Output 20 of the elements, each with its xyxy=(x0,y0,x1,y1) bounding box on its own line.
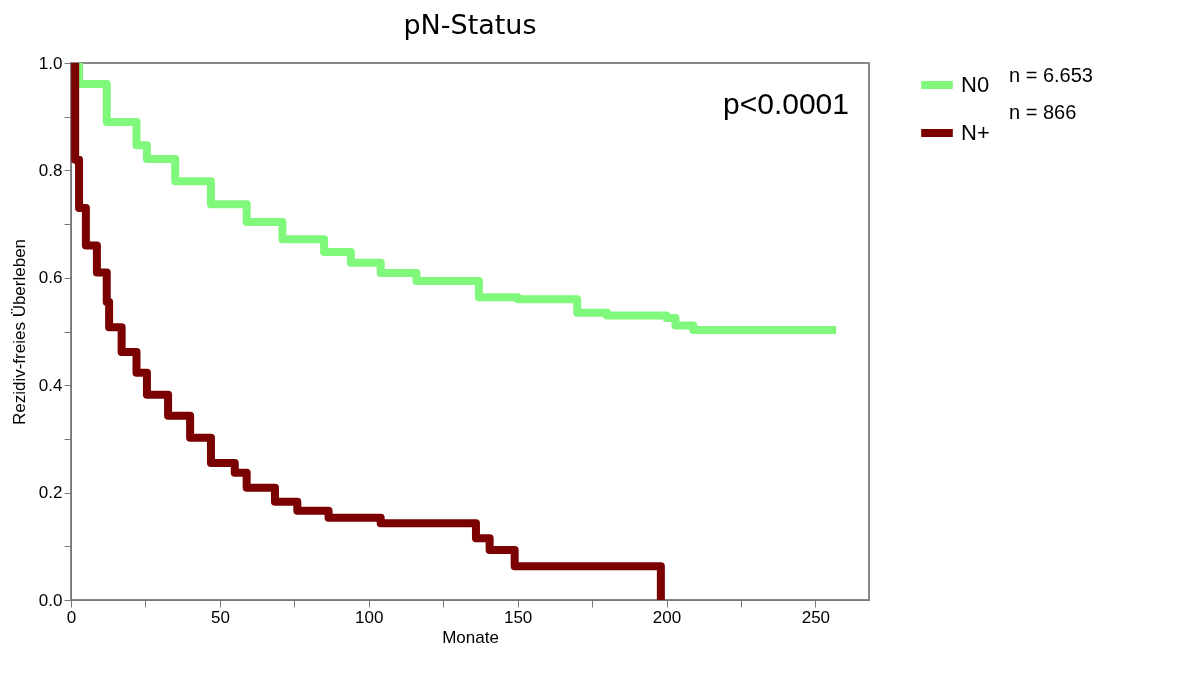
x-tick-label: 200 xyxy=(652,607,682,627)
y-tick-label: 0.4 xyxy=(38,375,63,395)
y-tick-label: 0.6 xyxy=(38,268,63,288)
text: n = 866 xyxy=(1009,101,1077,123)
y-tick-label: 1.0 xyxy=(38,53,63,73)
y-tick-label: 0.8 xyxy=(38,160,63,180)
x-tick-label: 0 xyxy=(66,607,77,627)
y-tick-label: 0.2 xyxy=(38,483,63,503)
x-axis-title: Monate xyxy=(442,627,499,647)
x-tick-label: 100 xyxy=(355,607,384,627)
x-tick-label: 250 xyxy=(801,607,831,627)
chart-title: pN-Status xyxy=(403,9,537,40)
text: n = 6.653 xyxy=(1009,64,1093,86)
x-tick-label: 150 xyxy=(503,607,533,627)
legend-label: N+ xyxy=(961,120,990,145)
annotation: p<0.0001 xyxy=(723,87,849,120)
x-tick-label: 50 xyxy=(210,607,230,627)
legend-label: N0 xyxy=(961,72,990,97)
y-axis-title: Rezidiv-freies Überleben xyxy=(9,238,29,426)
y-tick-label: 0.0 xyxy=(38,590,63,610)
